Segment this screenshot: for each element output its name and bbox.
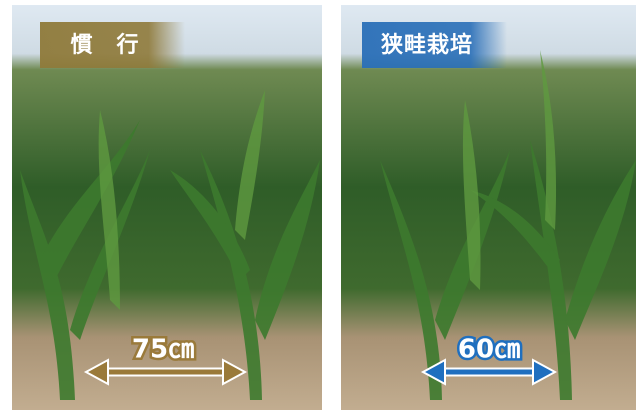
panel-label: 狭畦栽培 bbox=[380, 32, 473, 58]
spacing-label: 60㎝ bbox=[458, 335, 520, 365]
scene: 慣 行 狭畦栽培 75㎝ 60㎝ bbox=[0, 0, 641, 415]
panel-label: 慣 行 bbox=[70, 32, 139, 58]
spacing-label: 75㎝ bbox=[132, 335, 194, 365]
